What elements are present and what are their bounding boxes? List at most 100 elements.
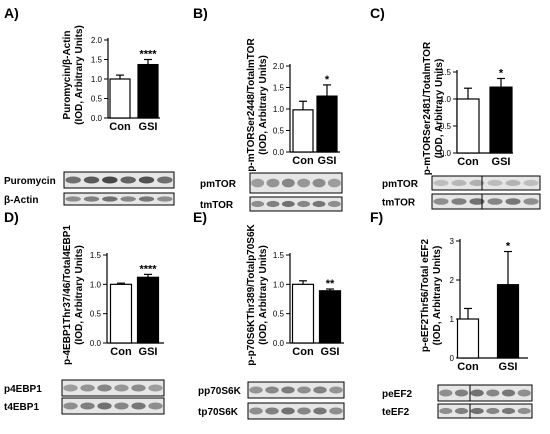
blot-label: tp70S6K bbox=[198, 407, 239, 418]
blot-strip bbox=[247, 402, 345, 420]
blot-band bbox=[439, 407, 453, 415]
blot-band bbox=[131, 384, 146, 392]
blot-strip bbox=[61, 397, 165, 415]
blot-band bbox=[80, 384, 95, 392]
blot-strip bbox=[63, 171, 175, 189]
significance-mark: * bbox=[499, 67, 504, 79]
bar-gsi bbox=[318, 290, 342, 344]
blot-band bbox=[329, 386, 343, 394]
y-tick-label: 1.5 bbox=[90, 251, 102, 260]
blot-band bbox=[469, 179, 485, 187]
y-tick-label: 2.0 bbox=[273, 62, 285, 71]
y-tick-label: 0.5 bbox=[90, 310, 102, 319]
blot-band bbox=[327, 200, 341, 208]
blot-strip bbox=[249, 196, 343, 212]
y-axis-label-line: p-mTORSer2448/TotalmTOR bbox=[246, 38, 257, 172]
y-axis-label: Puromycin/β-Actin(IOD, Arbitrary Units) bbox=[62, 25, 85, 125]
blot-band bbox=[114, 402, 129, 410]
y-tick-label: 0.0 bbox=[273, 339, 285, 348]
blot-band bbox=[297, 178, 311, 188]
blot-band bbox=[469, 198, 485, 205]
blot-label: Puromycin bbox=[4, 176, 56, 187]
panel-label: E) bbox=[193, 209, 207, 225]
blot-band bbox=[131, 402, 146, 410]
y-tick-label: 0.0 bbox=[273, 148, 285, 157]
blot-band bbox=[63, 384, 78, 392]
blot-band bbox=[329, 407, 343, 415]
x-category-label: Con bbox=[457, 156, 479, 168]
y-tick-label: 1.5 bbox=[273, 251, 285, 260]
x-category-label: Con bbox=[109, 121, 131, 133]
y-axis-label-line: (IOD, Arbitrary Units) bbox=[432, 246, 443, 346]
y-tick-label: 0.5 bbox=[440, 122, 452, 131]
x-category-label: GSI bbox=[139, 121, 158, 133]
significance-mark: * bbox=[325, 74, 330, 86]
y-tick-label: 1.0 bbox=[440, 95, 452, 104]
significance-mark: **** bbox=[139, 49, 157, 61]
blot-strip bbox=[431, 193, 541, 210]
blot-band bbox=[249, 407, 263, 415]
blot-band bbox=[266, 178, 280, 188]
blot-band bbox=[313, 407, 327, 415]
y-axis-label: p-mTORSer2448/TotalmTOR(IOD, Arbitrary U… bbox=[246, 38, 269, 172]
blot-band bbox=[505, 179, 521, 187]
blot-label: t4EBP1 bbox=[4, 402, 39, 413]
y-tick-label: 0.0 bbox=[440, 149, 452, 158]
y-tick-label: 1.0 bbox=[91, 75, 103, 84]
y-tick-label: 2.0 bbox=[91, 36, 103, 45]
x-category-label: GSI bbox=[139, 346, 158, 358]
y-axis-label-line: p-eEF2Thr56/Total eEF2 bbox=[420, 238, 431, 352]
blot-band bbox=[297, 200, 311, 208]
blot-band bbox=[63, 402, 78, 410]
blot-band bbox=[454, 407, 469, 415]
y-axis-label: p-eEF2Thr56/Total eEF2(IOD, Arbitrary Un… bbox=[420, 238, 443, 352]
bar-gsi bbox=[137, 63, 159, 119]
blot-band bbox=[120, 196, 136, 202]
blot-band bbox=[97, 402, 112, 410]
blot-strip bbox=[61, 379, 165, 397]
blot-strip bbox=[249, 172, 343, 194]
y-tick-label: 2 bbox=[450, 276, 455, 285]
bar-con bbox=[456, 318, 480, 359]
y-tick-label: 0 bbox=[450, 354, 455, 363]
panel-b: B) p-mTORSer2448/TotalmTOR(IOD, Arbitrary… bbox=[193, 5, 343, 212]
blot-band bbox=[505, 198, 521, 205]
panel-c: C) p-mTORSer2481/TotalmTOR(IOD, Arbitrary… bbox=[370, 5, 541, 210]
y-axis-label: p-4EBP1Thr37/46/Total4EBP1(IOD, Arbitrar… bbox=[62, 225, 85, 365]
blot-band bbox=[65, 176, 81, 184]
bar-con bbox=[292, 109, 314, 153]
y-tick-label: 1.0 bbox=[90, 280, 102, 289]
blot-label: pmTOR bbox=[200, 179, 237, 190]
blot-band bbox=[523, 198, 539, 205]
significance-mark: **** bbox=[139, 263, 157, 275]
blot-band bbox=[451, 179, 467, 187]
x-category-label: GSI bbox=[321, 346, 340, 358]
y-axis-label: p-p70S6KThr389/Totalp70S6K(IOD, Arbitrar… bbox=[246, 223, 269, 365]
y-tick-label: 1.0 bbox=[273, 105, 285, 114]
y-tick-label: 1.0 bbox=[273, 280, 285, 289]
bar-gsi bbox=[316, 95, 338, 153]
blot-band bbox=[327, 178, 341, 188]
blot-band bbox=[148, 384, 163, 392]
x-category-label: Con bbox=[110, 346, 132, 358]
blot-band bbox=[517, 389, 531, 397]
panel-label: C) bbox=[370, 5, 385, 21]
blot-band bbox=[454, 389, 469, 397]
blot-band bbox=[157, 196, 173, 202]
blot-band bbox=[249, 386, 263, 394]
significance-mark: ** bbox=[326, 278, 335, 290]
blot-strip bbox=[63, 192, 175, 206]
y-axis-label-line: (IOD, Arbitrary Units) bbox=[258, 245, 269, 345]
blot-band bbox=[65, 196, 81, 202]
y-tick-label: 0.5 bbox=[273, 127, 285, 136]
bar-con bbox=[291, 283, 315, 344]
blot-label: pp70S6K bbox=[198, 386, 242, 397]
blot-band bbox=[470, 389, 484, 397]
x-category-label: Con bbox=[457, 361, 479, 373]
y-tick-label: 1.5 bbox=[440, 68, 452, 77]
blot-band bbox=[157, 176, 173, 184]
y-axis-label-line: Puromycin/β-Actin bbox=[62, 31, 73, 120]
panel-a: A) Puromycin/β-Actin(IOD, Arbitrary Units… bbox=[4, 5, 175, 206]
panel-f: F) p-eEF2Thr56/Total eEF2(IOD, Arbitrary … bbox=[370, 209, 533, 419]
y-axis-label: p-mTORSer2481/TotalmTOR(IOD, Arbitrary U… bbox=[422, 41, 445, 175]
